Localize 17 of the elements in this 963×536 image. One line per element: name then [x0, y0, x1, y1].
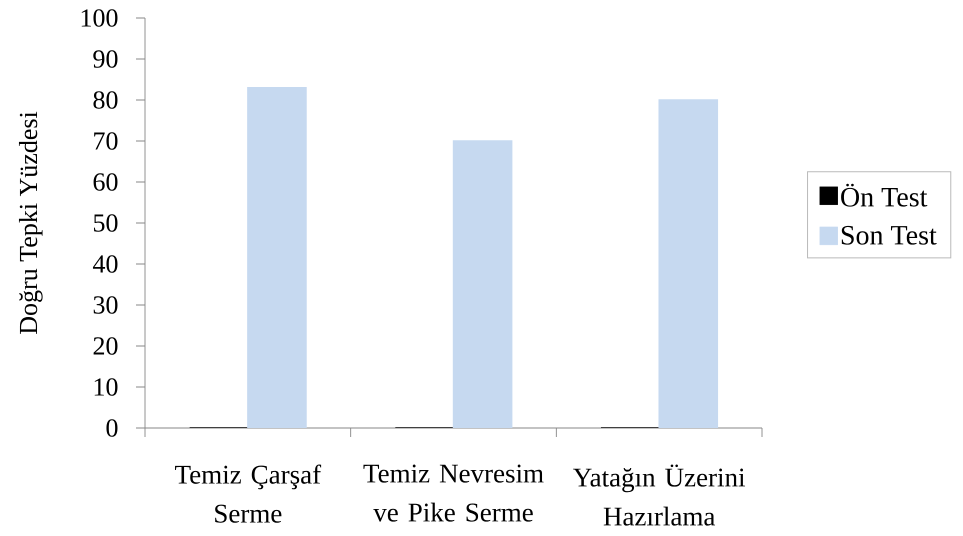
y-tick-label: 80	[93, 91, 118, 109]
y-tick-label: 20	[94, 337, 118, 355]
legend-label: Son Test	[842, 226, 937, 245]
y-tick-label: 40	[92, 255, 118, 273]
x-tick-label: Yatağın Üzerini Hazırlama	[573, 464, 746, 526]
x-tick-label: Temiz Nevresim ve Pike Serme	[363, 464, 544, 522]
y-tick-label: 70	[94, 132, 118, 150]
y-tick-label: 0	[106, 419, 118, 437]
y-tick-label: 100	[82, 9, 118, 27]
y-tick-label: 30	[94, 296, 118, 314]
y-tick-label: 50	[94, 214, 118, 232]
y-tick-label: 10	[94, 378, 118, 396]
x-tick-label: Temiz Çarşaf Serme	[175, 464, 322, 523]
y-tick-label: 90	[93, 50, 118, 68]
y-tick-label: 60	[94, 173, 118, 191]
y-axis-title: Doğru Tepki Yüzdesi	[18, 112, 43, 334]
legend-label: Ön Test	[841, 184, 928, 207]
